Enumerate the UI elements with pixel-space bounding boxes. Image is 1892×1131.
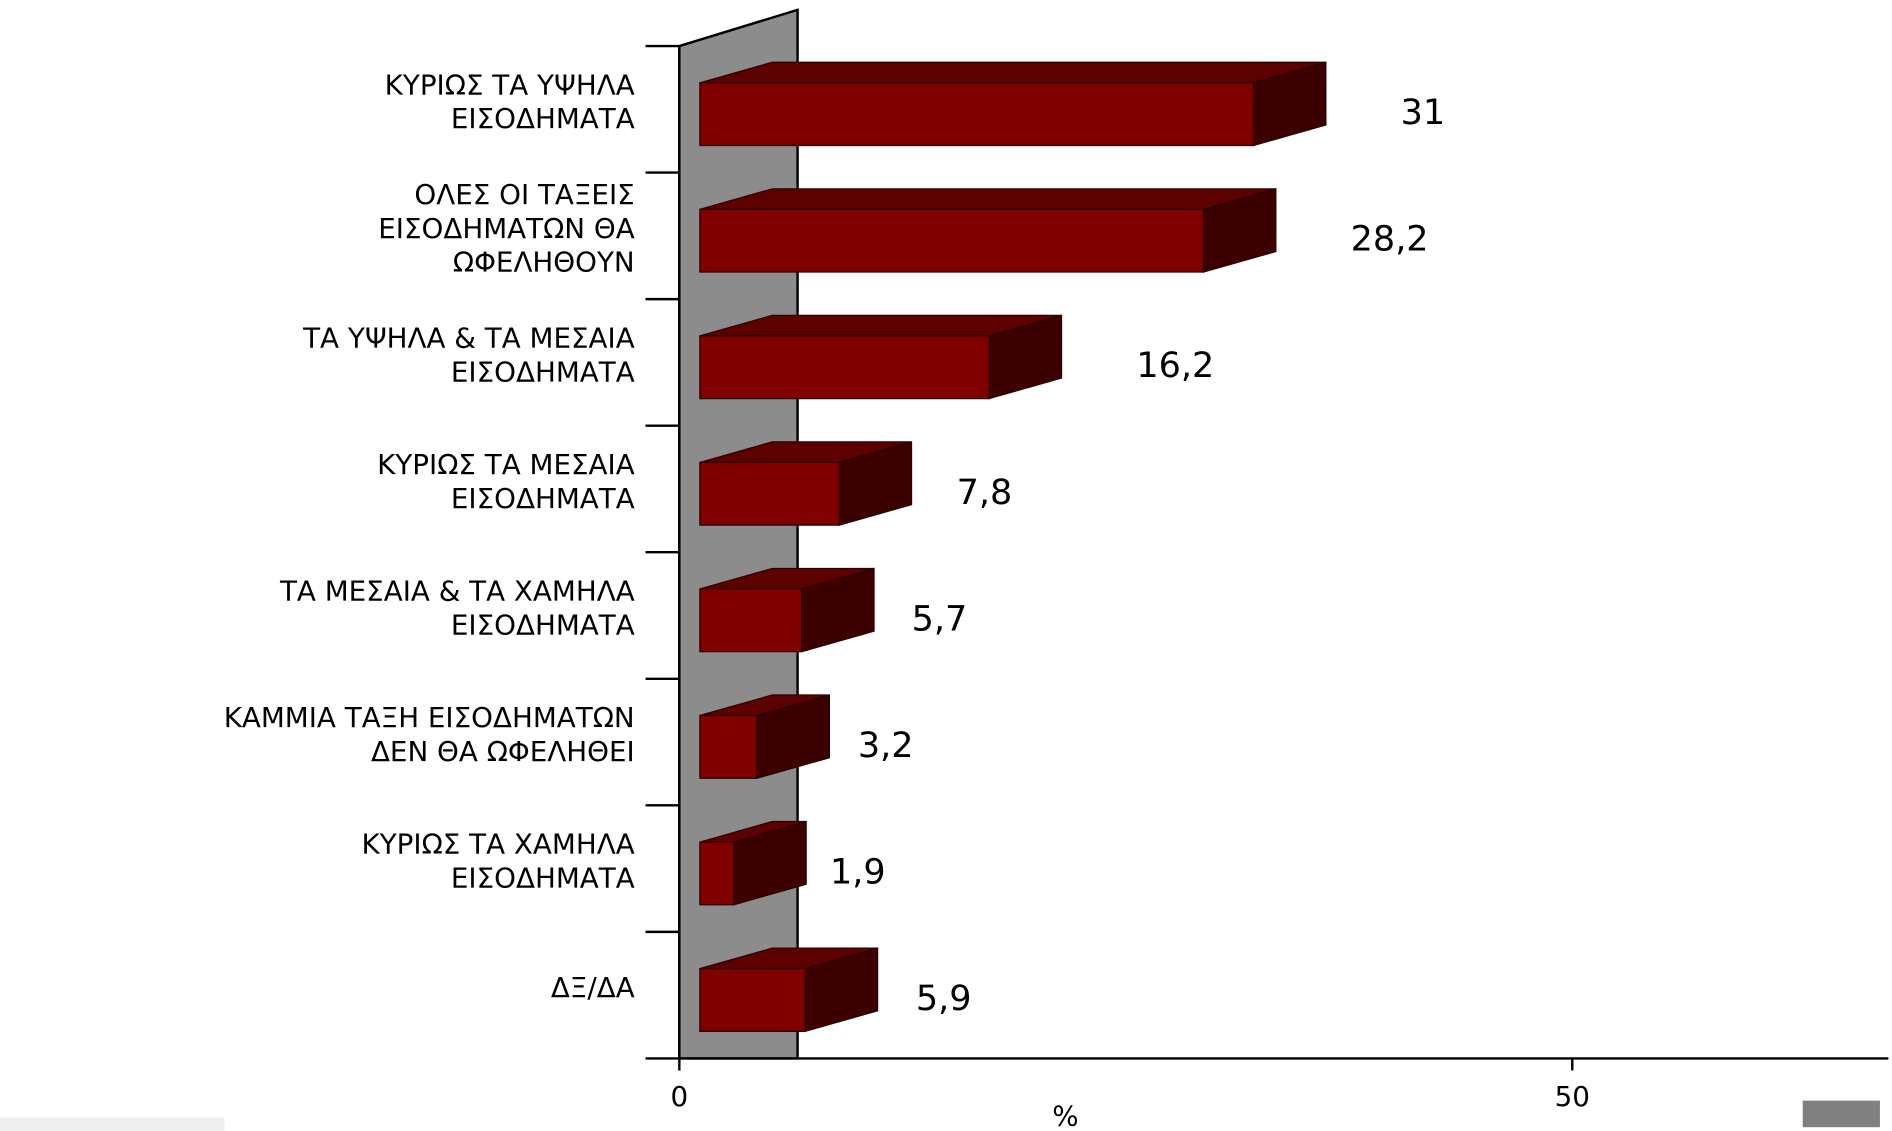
- x-tick-label: 0: [671, 1080, 689, 1113]
- category-label: ΚΥΡΙΩΣ ΤΑ ΧΑΜΗΛΑ: [362, 828, 635, 861]
- category-label: ΤΑ ΜΕΣΑΙΑ & ΤΑ ΧΑΜΗΛΑ: [279, 575, 635, 608]
- value-label: 5,7: [912, 599, 968, 639]
- bar-front: [699, 967, 806, 1032]
- category-label: ΚΥΡΙΩΣ ΤΑ ΜΕΣΑΙΑ: [377, 448, 635, 481]
- value-label: 3,2: [858, 726, 914, 766]
- bar-top: [699, 61, 1327, 84]
- value-label: 5,9: [916, 979, 972, 1019]
- category-label: ΕΙΣΟΔΗΜΑΤΑ: [451, 355, 635, 388]
- bar: [699, 947, 879, 1033]
- value-label: 28,2: [1351, 220, 1429, 260]
- bar: [699, 567, 875, 653]
- value-label: 31: [1401, 93, 1446, 133]
- bar-front: [699, 208, 1205, 273]
- x-axis-label: %: [1052, 1100, 1078, 1131]
- bar: [699, 441, 913, 526]
- category-label: ΩΦΕΛΗΘΟΥΝ: [453, 246, 635, 279]
- decoration: [1802, 1100, 1880, 1128]
- bar: [699, 188, 1277, 273]
- bar: [699, 61, 1327, 147]
- category-label: ΕΙΣΟΔΗΜΑΤΑ: [451, 102, 635, 135]
- bar-front: [699, 461, 840, 526]
- category-label: ΚΑΜΜΙΑ ΤΑΞΗ ΕΙΣΟΔΗΜΑΤΩΝ: [224, 701, 635, 734]
- category-label: ΔΕΝ ΘΑ ΩΦΕΛΗΘΕΙ: [371, 735, 635, 768]
- bar-front: [699, 335, 990, 400]
- category-label: ΚΥΡΙΩΣ ΤΑ ΥΨΗΛΑ: [385, 68, 635, 101]
- bar-front: [699, 841, 735, 906]
- category-label: ΔΞ/ΔΑ: [551, 971, 635, 1004]
- bar: [699, 694, 830, 780]
- value-label: 1,9: [830, 852, 886, 892]
- category-label: ΟΛΕΣ ΟΙ ΤΑΞΕΙΣ: [414, 178, 634, 211]
- category-label: ΤΑ ΥΨΗΛΑ & ΤΑ ΜΕΣΑΙΑ: [302, 321, 635, 354]
- value-label: 16,2: [1136, 346, 1214, 386]
- category-label: ΕΙΣΟΔΗΜΑΤΩΝ ΘΑ: [378, 212, 634, 245]
- category-label: ΕΙΣΟΔΗΜΑΤΑ: [451, 861, 635, 894]
- bar-front: [699, 82, 1255, 147]
- bar: [699, 314, 1063, 400]
- x-tick-label: 50: [1555, 1080, 1590, 1113]
- bar: [699, 820, 807, 906]
- category-label: ΕΙΣΟΔΗΜΑΤΑ: [451, 608, 635, 641]
- decoration: [0, 1117, 225, 1131]
- category-label: ΕΙΣΟΔΗΜΑΤΑ: [451, 482, 635, 515]
- bar-front: [699, 714, 758, 779]
- value-label: 7,8: [957, 473, 1013, 513]
- bar-top: [699, 188, 1277, 210]
- bar-front: [699, 588, 803, 653]
